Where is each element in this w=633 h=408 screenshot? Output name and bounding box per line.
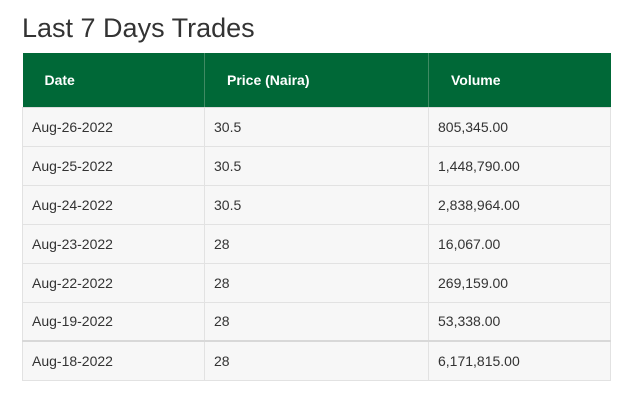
table-header-row: Date Price (Naira) Volume: [22, 53, 611, 108]
cell-price: 28: [204, 262, 429, 303]
cell-volume: 1,448,790.00: [428, 145, 611, 186]
cell-volume: 2,838,964.00: [428, 184, 611, 225]
page-title: Last 7 Days Trades: [22, 13, 255, 43]
cell-date: Aug-25-2022: [22, 145, 205, 186]
column-header-volume: Volume: [428, 53, 611, 108]
table-row: Aug-19-2022 28 53,338.00: [22, 301, 611, 342]
cell-date: Aug-23-2022: [22, 223, 205, 264]
cell-volume: 269,159.00: [428, 262, 611, 303]
cell-volume: 6,171,815.00: [428, 340, 611, 381]
cell-price: 28: [204, 223, 429, 264]
cell-volume: 53,338.00: [428, 301, 611, 342]
cell-date: Aug-24-2022: [22, 184, 205, 225]
table-row: Aug-18-2022 28 6,171,815.00: [22, 340, 611, 381]
trades-table: Date Price (Naira) Volume Aug-26-2022 30…: [22, 53, 611, 381]
cell-volume: 805,345.00: [428, 106, 611, 147]
cell-volume: 16,067.00: [428, 223, 611, 264]
table-row: Aug-25-2022 30.5 1,448,790.00: [22, 145, 611, 186]
table-row: Aug-22-2022 28 269,159.00: [22, 262, 611, 303]
cell-date: Aug-19-2022: [22, 301, 205, 342]
cell-price: 30.5: [204, 184, 429, 225]
cell-date: Aug-22-2022: [22, 262, 205, 303]
table-row: Aug-24-2022 30.5 2,838,964.00: [22, 184, 611, 225]
cell-date: Aug-26-2022: [22, 106, 205, 147]
table-row: Aug-26-2022 30.5 805,345.00: [22, 106, 611, 147]
cell-date: Aug-18-2022: [22, 340, 205, 381]
cell-price: 28: [204, 340, 429, 381]
cell-price: 30.5: [204, 145, 429, 186]
cell-price: 30.5: [204, 106, 429, 147]
column-header-date: Date: [22, 53, 205, 108]
cell-price: 28: [204, 301, 429, 342]
column-header-price: Price (Naira): [204, 53, 429, 108]
table-row: Aug-23-2022 28 16,067.00: [22, 223, 611, 264]
